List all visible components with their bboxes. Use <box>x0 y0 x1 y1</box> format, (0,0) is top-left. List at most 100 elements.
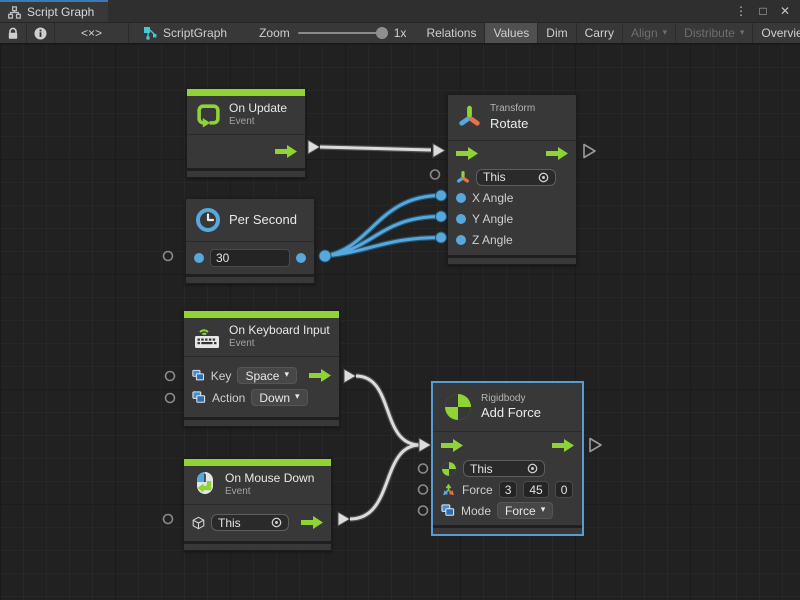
force-y-field[interactable]: 45 <box>523 481 549 498</box>
this-field[interactable]: This <box>210 514 289 531</box>
this-value: This <box>470 461 493 476</box>
rotate-this-port[interactable] <box>429 169 441 180</box>
close-icon[interactable]: ✕ <box>779 4 791 18</box>
node-header: On Mouse Down Event <box>184 466 331 504</box>
value-port[interactable] <box>456 193 466 204</box>
mode-dropdown[interactable]: Force <box>497 502 554 519</box>
this-field[interactable]: This <box>463 460 545 477</box>
force-x-field[interactable]: 3 <box>498 481 518 498</box>
value-output-port[interactable] <box>296 253 306 263</box>
flow-wire <box>349 443 421 521</box>
flow-output-port[interactable] <box>309 369 331 382</box>
align-label: Align <box>630 26 658 40</box>
tab-script-graph[interactable]: Script Graph <box>0 0 109 22</box>
value-input-port[interactable] <box>194 253 204 263</box>
flow-source-triangle[interactable] <box>307 139 321 155</box>
this-field[interactable]: This <box>476 168 556 186</box>
overview-label: Overview <box>761 26 800 40</box>
flow-wire-outline <box>355 373 421 448</box>
flow-wire-outline <box>319 144 432 153</box>
relations-label: Relations <box>426 26 477 40</box>
code-preview-toggle[interactable]: <×> <box>55 23 130 43</box>
node-category: Transform <box>490 103 536 114</box>
graph-breadcrumb[interactable]: ScriptGraph <box>129 23 237 43</box>
maximize-icon[interactable]: □ <box>759 4 767 18</box>
node-header: Rigidbody Add Force <box>433 383 582 431</box>
enum-icon <box>192 391 206 403</box>
carry-button[interactable]: Carry <box>577 23 623 43</box>
zoom-slider[interactable] <box>297 27 388 39</box>
node-header: On Keyboard Input Event <box>184 318 339 356</box>
addforce-this-port[interactable] <box>417 463 429 474</box>
this-row: This <box>448 167 576 188</box>
node-footer <box>184 416 339 426</box>
node-subtitle: Event <box>229 338 255 349</box>
key-row: Key Space <box>184 365 339 387</box>
value-end-dot-z[interactable] <box>435 231 447 244</box>
graph-canvas[interactable]: On Update Event <box>0 44 800 600</box>
addforce-mode-port[interactable] <box>417 505 429 516</box>
lock-button[interactable] <box>0 23 27 43</box>
node-on-mouse-down[interactable]: On Mouse Down Event This <box>183 458 332 551</box>
force-y-value: 45 <box>529 482 543 497</box>
value-end-dot-y[interactable] <box>435 210 447 223</box>
key-dropdown[interactable]: Space <box>237 367 297 384</box>
addforce-flow-out-port[interactable] <box>589 437 602 453</box>
mouse-this-port[interactable] <box>162 513 174 525</box>
info-button[interactable] <box>27 23 55 43</box>
y-angle-row: Y Angle <box>448 209 576 230</box>
flow-output-port[interactable] <box>301 516 323 529</box>
relations-button[interactable]: Relations <box>418 23 486 43</box>
rotate-flow-out-port[interactable] <box>583 143 596 159</box>
flow-input-port[interactable] <box>456 147 478 161</box>
per-second-input-port[interactable] <box>162 250 174 262</box>
node-subtitle: Event <box>229 116 255 127</box>
value-port[interactable] <box>456 214 466 225</box>
flow-input-port[interactable] <box>441 438 463 452</box>
values-button[interactable]: Values <box>485 23 539 43</box>
kebab-menu-icon[interactable]: ⋮ <box>735 4 747 18</box>
align-dropdown[interactable]: Align <box>623 23 677 43</box>
node-title: On Mouse Down <box>225 471 315 485</box>
node-on-keyboard-input[interactable]: On Keyboard Input Event Key Space <box>183 310 340 427</box>
node-per-second[interactable]: Per Second 30 <box>185 198 315 284</box>
target-icon[interactable] <box>527 463 538 474</box>
rate-value: 30 <box>216 251 230 265</box>
hollow-flow-outputs <box>583 143 602 453</box>
flow-source-triangle[interactable] <box>337 511 351 527</box>
transform-axes-icon <box>459 106 480 127</box>
breadcrumb-label: ScriptGraph <box>163 26 228 40</box>
action-dropdown[interactable]: Down <box>251 389 308 406</box>
loop-arrow-icon <box>197 104 220 128</box>
distribute-dropdown[interactable]: Distribute <box>676 23 754 43</box>
node-title: On Update <box>229 101 288 115</box>
distribute-label: Distribute <box>684 26 735 40</box>
target-icon[interactable] <box>271 517 282 528</box>
node-transform-rotate[interactable]: Transform Rotate <box>447 94 577 265</box>
overview-button[interactable]: Overview <box>753 23 800 43</box>
transform-axes-icon <box>457 170 469 183</box>
vector3-icon <box>443 484 454 496</box>
key-value: Space <box>245 368 280 383</box>
dim-button[interactable]: Dim <box>538 23 577 43</box>
force-z-field[interactable]: 0 <box>554 481 574 498</box>
rate-field[interactable]: 30 <box>210 249 290 267</box>
value-end-dot-x[interactable] <box>435 189 447 202</box>
keyboard-key-port[interactable] <box>164 370 176 382</box>
addforce-force-port[interactable] <box>417 484 429 495</box>
target-icon[interactable] <box>538 172 549 183</box>
flow-output-port[interactable] <box>275 144 297 158</box>
flow-output-port[interactable] <box>552 438 574 452</box>
flow-source-triangle[interactable] <box>343 368 357 384</box>
node-on-update[interactable]: On Update Event <box>186 88 306 178</box>
value-port[interactable] <box>456 235 466 246</box>
clock-icon <box>196 208 220 232</box>
force-label: Force <box>462 482 493 497</box>
flow-output-port[interactable] <box>546 147 568 161</box>
value-source-dot[interactable] <box>318 249 332 263</box>
keyboard-action-port[interactable] <box>164 392 176 404</box>
zoom-slider-handle[interactable] <box>375 27 388 39</box>
node-footer <box>184 540 331 550</box>
dim-label: Dim <box>546 26 568 40</box>
node-rigidbody-add-force[interactable]: Rigidbody Add Force This <box>432 382 583 535</box>
